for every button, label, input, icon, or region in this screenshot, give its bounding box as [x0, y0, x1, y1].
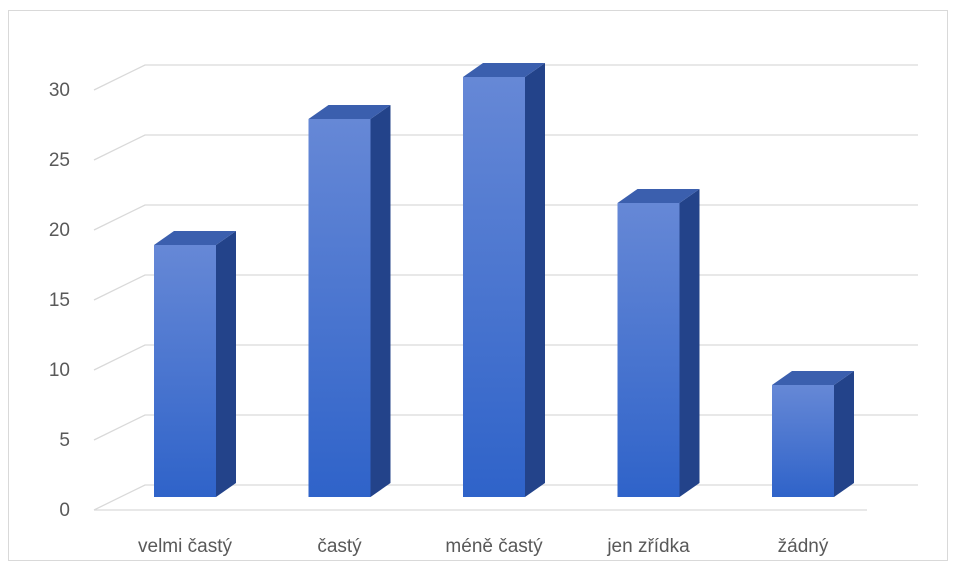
bars [154, 63, 854, 497]
bar-top [772, 371, 854, 385]
bar-side [370, 105, 391, 497]
bar-front [308, 119, 371, 497]
x-tick-label: velmi častý [138, 536, 232, 557]
bar-side [216, 231, 236, 497]
y-tick-label: 25 [49, 150, 70, 171]
bar [772, 371, 854, 497]
bar-top [463, 63, 545, 77]
bar-top [154, 231, 236, 245]
bar-side [525, 63, 545, 497]
bar-front [617, 203, 680, 497]
x-tick-label: častý [317, 536, 362, 557]
bar [617, 189, 700, 497]
bar-top [308, 105, 391, 119]
y-tick-label: 5 [59, 430, 70, 451]
gridline [93, 64, 918, 91]
x-axis-ticks: velmi častý častý méně častý jen zřídka žádn… [138, 536, 829, 557]
bar-top [617, 189, 700, 203]
bar [463, 63, 545, 497]
bar-front [154, 245, 216, 497]
y-tick-label: 15 [49, 290, 70, 311]
bar-side [679, 189, 700, 497]
x-tick-label: méně častý [445, 536, 543, 557]
y-tick-label: 30 [49, 80, 70, 101]
y-tick-label: 10 [49, 360, 70, 381]
bar [154, 231, 236, 497]
bar-front [772, 385, 834, 497]
y-axis-ticks: 0 5 10 15 20 25 30 [49, 80, 70, 521]
y-tick-label: 20 [49, 220, 70, 241]
x-tick-label: žádný [778, 536, 829, 557]
bar-side [834, 371, 854, 497]
bar-front [463, 77, 525, 497]
y-tick-label: 0 [59, 500, 70, 521]
gridline [93, 134, 918, 161]
x-tick-label: jen zřídka [606, 536, 690, 557]
bar [308, 105, 391, 497]
